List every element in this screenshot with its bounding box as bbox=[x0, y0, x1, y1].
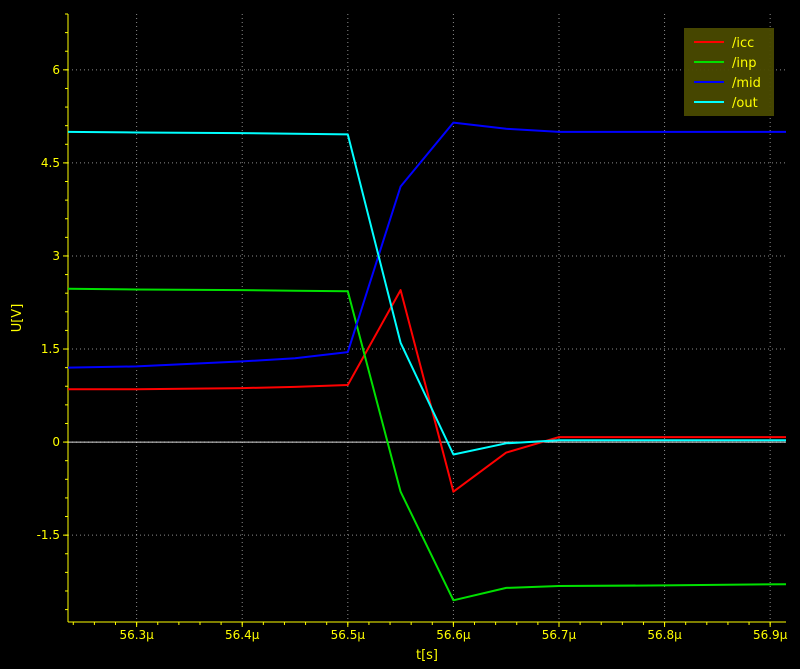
y-tick-label: 1.5 bbox=[41, 342, 60, 356]
x-tick-label: 56.6µ bbox=[436, 628, 471, 642]
x-tick-label: 56.3µ bbox=[119, 628, 154, 642]
legend-label: /inp bbox=[732, 56, 756, 71]
x-tick-label: 56.4µ bbox=[225, 628, 260, 642]
series-line-mid bbox=[67, 121, 786, 369]
legend-label: /out bbox=[732, 96, 758, 111]
x-axis-title: t[s] bbox=[416, 648, 438, 663]
grid bbox=[68, 14, 786, 622]
tick-labels: 56.3µ 56.4µ 56.5µ 56.6µ 56.7µ 56.8µ 56.9µ -1.5 0… bbox=[37, 63, 788, 642]
legend-label: /mid bbox=[732, 76, 761, 91]
x-tick-label: 56.8µ bbox=[647, 628, 682, 642]
series-line-out bbox=[67, 130, 786, 456]
y-axis-title: U[V] bbox=[10, 304, 25, 333]
x-tick-label: 56.5µ bbox=[331, 628, 366, 642]
y-tick-label: 4.5 bbox=[41, 156, 60, 170]
axes bbox=[63, 13, 786, 627]
y-tick-label: 3 bbox=[52, 249, 60, 263]
legend: /icc/inp/mid/out bbox=[684, 28, 774, 116]
x-tick-label: 56.9µ bbox=[753, 628, 788, 642]
x-tick-label: 56.7µ bbox=[542, 628, 577, 642]
y-tick-label: -1.5 bbox=[37, 528, 60, 542]
y-tick-label: 0 bbox=[52, 435, 60, 449]
legend-label: /icc bbox=[732, 36, 754, 51]
y-tick-label: 6 bbox=[52, 63, 60, 77]
series-line-inp bbox=[67, 287, 787, 602]
series-layer bbox=[67, 121, 787, 602]
series-line-icc bbox=[68, 289, 786, 493]
